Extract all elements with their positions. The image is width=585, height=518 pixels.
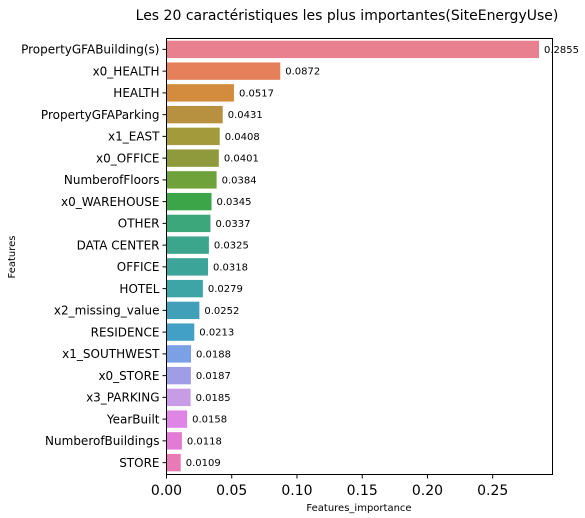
x-tick-label: 0.20: [412, 483, 443, 499]
bar: [166, 62, 281, 80]
data-label: 0.0187: [196, 371, 231, 382]
y-tick-label: x0_STORE: [98, 369, 159, 383]
bar: [166, 410, 188, 428]
bar: [166, 214, 211, 233]
y-tick-label: DATA CENTER: [77, 238, 160, 252]
bar: [166, 453, 181, 472]
data-label: 0.0517: [239, 88, 274, 99]
x-tick-label: 0.10: [281, 483, 312, 499]
y-tick-label: RESIDENCE: [91, 325, 160, 339]
x-tick-label: 0.00: [151, 483, 182, 499]
bars-group: [166, 40, 539, 472]
bar: [166, 301, 200, 320]
data-label: 0.0279: [208, 284, 243, 295]
data-label: 0.0188: [196, 349, 231, 360]
data-label: 0.0401: [224, 154, 259, 165]
y-tick-label: PropertyGFABuilding(s): [21, 43, 159, 57]
y-tick-label: YearBuilt: [106, 412, 160, 426]
bar: [166, 388, 191, 407]
y-tick-label: x3_PARKING: [86, 391, 159, 405]
x-tick-label: 0.05: [216, 483, 247, 499]
y-tick-label: STORE: [119, 456, 159, 470]
bar: [166, 323, 195, 341]
y-tick-label: OFFICE: [117, 260, 160, 274]
data-label: 0.0252: [204, 306, 239, 317]
x-axis-label: Features_importance: [306, 503, 411, 514]
bar: [166, 366, 191, 385]
bar: [166, 127, 220, 146]
y-tick-label: HOTEL: [119, 282, 159, 296]
data-label: 0.2855: [544, 45, 579, 56]
x-tick-label: 0.25: [477, 483, 508, 499]
y-tick-labels: PropertyGFABuilding(s) x0_HEALTH HEALTH Pro…: [21, 43, 167, 470]
data-label: 0.0109: [186, 458, 221, 469]
y-tick-label: OTHER: [118, 217, 160, 231]
bar: [166, 105, 223, 124]
bar: [166, 171, 217, 189]
data-labels: 0.2855 0.0872 0.0517 0.0431 0.0408 0.0401 0.03…: [186, 45, 579, 469]
axes-frame: [166, 38, 553, 475]
y-axis-label: Features: [7, 236, 18, 279]
y-tick-label: NumberofFloors: [64, 173, 160, 187]
y-tick-label: x0_OFFICE: [96, 151, 160, 165]
bar: [166, 258, 208, 276]
data-label: 0.0872: [285, 67, 320, 78]
data-label: 0.0408: [225, 132, 260, 143]
bar: [166, 345, 192, 363]
data-label: 0.0345: [217, 197, 252, 208]
data-label: 0.0118: [187, 436, 222, 447]
y-tick-label: PropertyGFAParking: [41, 108, 160, 122]
y-tick-label: x0_HEALTH: [93, 64, 160, 78]
bar: [166, 40, 539, 59]
bar: [166, 236, 209, 254]
data-label: 0.0384: [222, 175, 257, 186]
bar: [166, 192, 212, 211]
bar: [166, 279, 203, 298]
x-ticks: 0.00 0.05 0.10 0.15 0.20 0.25: [151, 474, 508, 499]
data-label: 0.0337: [215, 219, 250, 230]
y-tick-label: x0_WAREHOUSE: [61, 195, 160, 209]
bar: [166, 149, 219, 167]
bar: [166, 432, 182, 450]
y-tick-label: x1_SOUTHWEST: [62, 347, 160, 361]
data-label: 0.0431: [228, 110, 263, 121]
data-label: 0.0213: [199, 328, 234, 339]
bar: [166, 84, 234, 102]
y-tick-label: HEALTH: [113, 86, 159, 100]
x-tick-label: 0.15: [347, 483, 378, 499]
y-tick-label: x2_missing_value: [54, 304, 160, 318]
data-label: 0.0318: [213, 262, 248, 273]
data-label: 0.0158: [192, 415, 227, 426]
chart-title: Les 20 caractéristiques les plus importa…: [136, 8, 559, 24]
data-label: 0.0185: [196, 393, 231, 404]
y-tick-label: x1_EAST: [108, 130, 160, 144]
data-label: 0.0325: [214, 241, 249, 252]
y-tick-label: NumberofBuildings: [45, 434, 159, 448]
